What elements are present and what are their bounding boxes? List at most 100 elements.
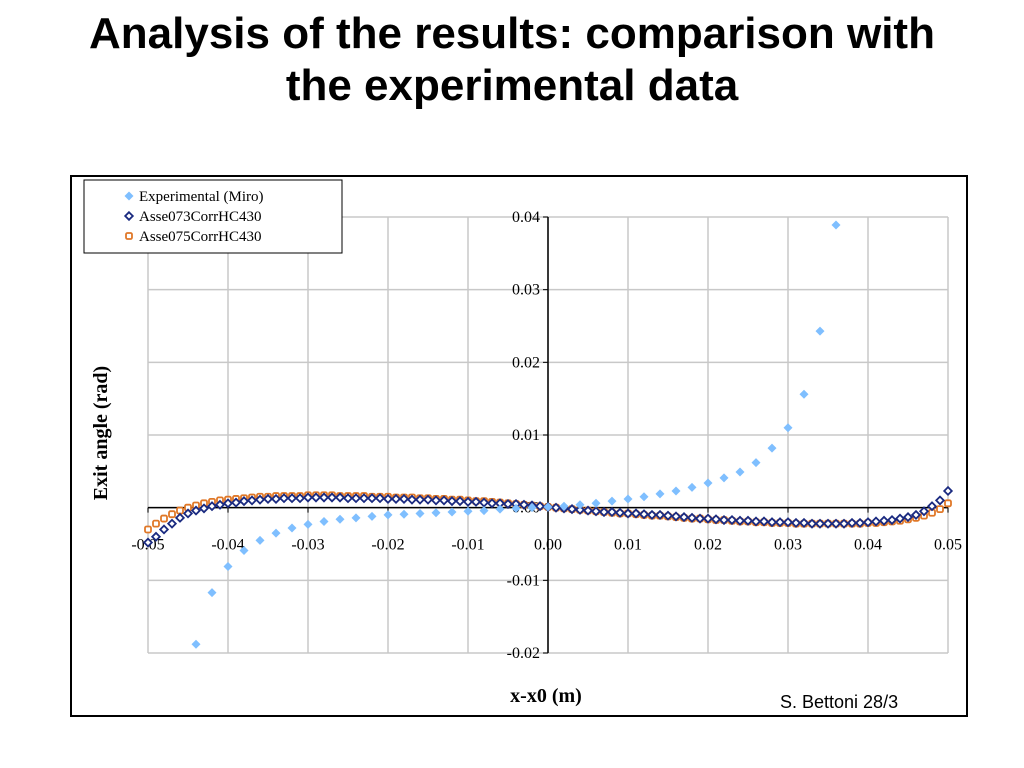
y-tick-label: 0.03 <box>512 282 540 299</box>
data-point <box>831 220 841 230</box>
data-point <box>303 519 313 529</box>
data-point <box>422 494 434 505</box>
data-point <box>262 493 274 505</box>
data-point <box>687 482 697 492</box>
data-point <box>870 516 882 527</box>
x-axis-label: x-x0 (m) <box>510 685 582 707</box>
data-point <box>168 510 176 519</box>
data-point <box>246 495 258 506</box>
x-tick-label: 0.03 <box>774 537 802 554</box>
data-point <box>838 518 850 529</box>
data-point <box>287 523 297 533</box>
data-point <box>910 509 922 521</box>
data-point <box>670 511 682 522</box>
data-point <box>726 514 738 526</box>
data-point <box>830 518 842 529</box>
data-point <box>310 492 322 503</box>
data-point <box>944 499 952 508</box>
legend-item-asse073: Asse073CorrHC430 <box>123 209 262 225</box>
data-point <box>390 493 402 505</box>
data-point <box>566 504 578 515</box>
data-point <box>374 493 386 504</box>
data-point <box>176 506 184 515</box>
data-point <box>150 531 162 542</box>
data-point <box>511 503 521 513</box>
data-point <box>742 515 754 526</box>
data-point <box>622 508 634 519</box>
data-point <box>495 504 505 514</box>
footer-credit: S. Bettoni 28/3 <box>780 692 899 712</box>
data-point <box>710 514 722 525</box>
data-point <box>160 514 168 523</box>
data-point <box>238 496 250 507</box>
data-point <box>758 516 770 527</box>
legend-marker-asse075 <box>125 232 133 240</box>
data-point <box>590 506 602 517</box>
x-tick-label: -0.03 <box>291 537 324 554</box>
legend-marker-shape <box>124 191 134 201</box>
data-point <box>638 509 650 520</box>
data-point <box>454 496 466 507</box>
legend-marker-asse073 <box>123 210 135 222</box>
series-1 <box>142 485 954 548</box>
data-point <box>671 486 681 496</box>
legend-marker-shape <box>125 232 133 240</box>
data-point <box>334 492 346 503</box>
data-point <box>936 505 944 514</box>
data-point <box>286 493 298 504</box>
data-point <box>366 493 378 504</box>
data-point <box>718 514 730 526</box>
data-point <box>414 494 426 505</box>
data-point <box>934 495 946 506</box>
data-point <box>351 513 361 523</box>
data-point <box>751 458 761 468</box>
data-point <box>582 505 594 516</box>
data-point <box>206 501 218 512</box>
data-point <box>607 496 617 506</box>
y-axis-label: Exit angle (rad) <box>90 366 112 500</box>
data-point <box>431 508 441 518</box>
series-0 <box>191 220 841 649</box>
data-point <box>527 503 537 513</box>
x-tick-label: 0.04 <box>854 537 882 554</box>
x-tick-label: -0.02 <box>371 537 404 554</box>
data-point <box>735 467 745 477</box>
x-tick-label: 0.02 <box>694 537 722 554</box>
data-point <box>406 494 418 505</box>
data-point <box>518 499 530 510</box>
data-point <box>430 495 442 506</box>
data-point <box>470 496 482 507</box>
data-point <box>550 502 562 513</box>
data-point <box>438 495 450 506</box>
data-point <box>918 506 930 517</box>
data-point <box>799 389 809 399</box>
data-point <box>446 496 458 507</box>
y-tick-label: 0.04 <box>512 209 540 226</box>
data-point <box>302 492 314 503</box>
data-point <box>158 524 170 535</box>
data-point <box>598 506 610 518</box>
data-point <box>367 511 377 521</box>
data-point <box>886 514 898 526</box>
data-point <box>447 507 457 517</box>
data-point <box>462 496 474 507</box>
data-point <box>942 485 954 497</box>
data-point <box>350 493 362 504</box>
data-point <box>382 493 394 505</box>
data-point <box>686 512 698 523</box>
data-point <box>854 517 866 528</box>
data-point <box>254 494 266 505</box>
data-point <box>702 513 714 524</box>
data-point <box>862 517 874 528</box>
data-point <box>239 546 249 556</box>
data-point <box>358 493 370 504</box>
data-point <box>270 493 282 505</box>
data-point <box>790 517 802 528</box>
data-point <box>223 562 233 572</box>
data-point <box>222 498 234 509</box>
x-tick-label: 0.00 <box>534 537 562 554</box>
data-point <box>278 493 290 504</box>
data-point <box>783 423 793 433</box>
data-point <box>662 510 674 521</box>
data-point <box>559 501 569 511</box>
